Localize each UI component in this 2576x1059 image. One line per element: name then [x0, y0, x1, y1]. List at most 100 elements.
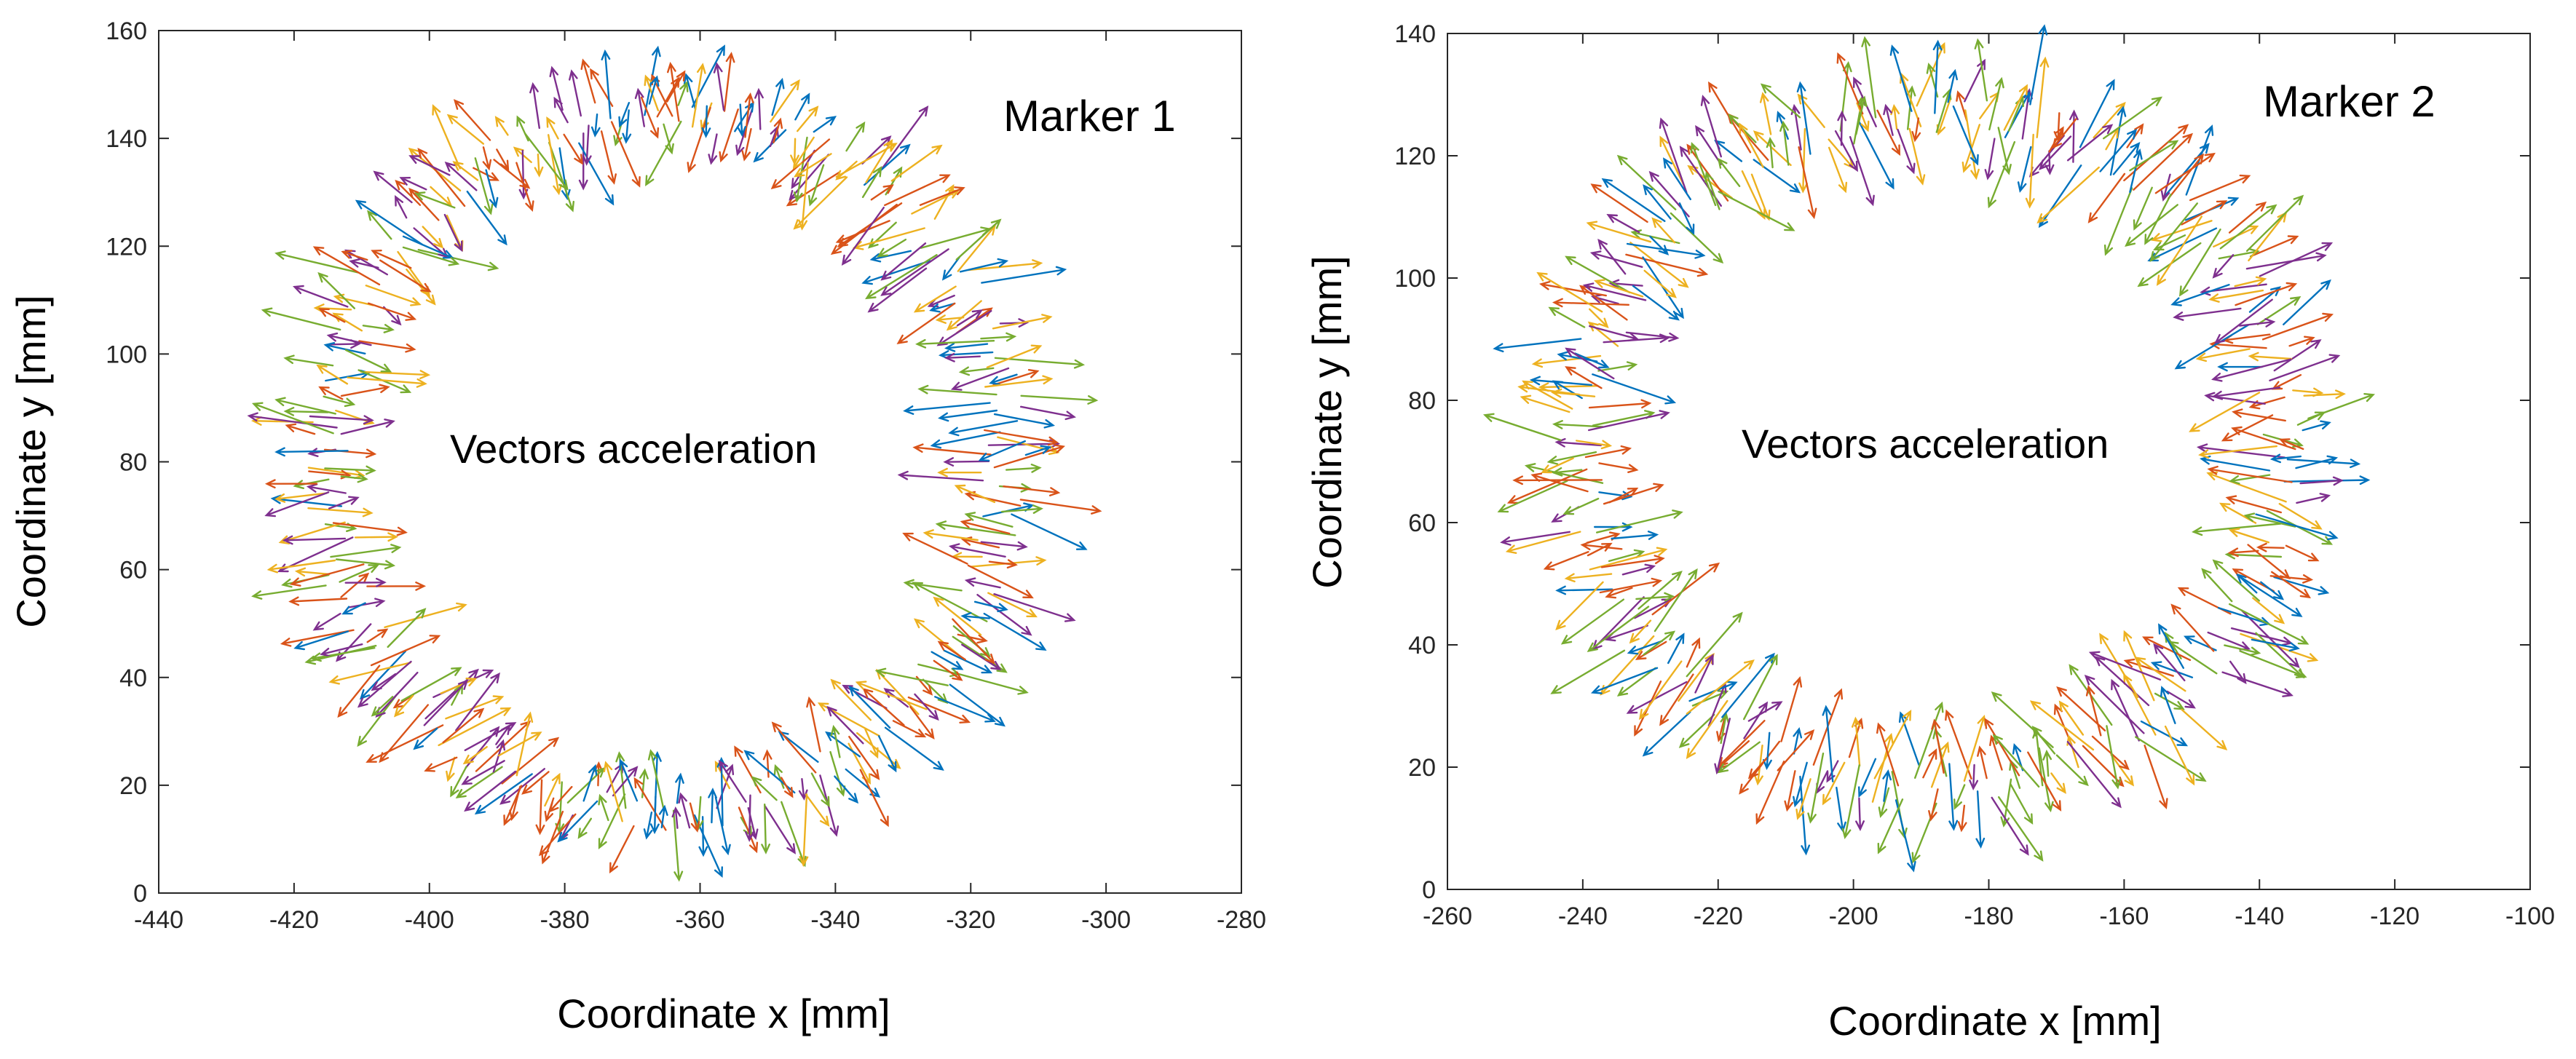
acceleration-vector — [1766, 136, 1776, 169]
acceleration-vector — [896, 302, 956, 344]
acceleration-vector — [810, 772, 830, 808]
acceleration-vector — [317, 271, 355, 309]
acceleration-vector — [884, 726, 944, 771]
acceleration-vector — [494, 116, 509, 136]
acceleration-vector — [2201, 568, 2233, 603]
acceleration-vector — [2232, 408, 2286, 422]
acceleration-vector — [362, 324, 395, 333]
acceleration-vector — [944, 342, 989, 352]
acceleration-vector — [1020, 394, 1099, 405]
acceleration-vector — [2170, 603, 2215, 652]
acceleration-vector — [935, 314, 965, 324]
acceleration-vector — [332, 312, 363, 332]
acceleration-vector — [371, 696, 394, 717]
acceleration-vector — [558, 147, 571, 201]
y-tick-label: 60 — [119, 557, 147, 584]
acceleration-vector — [1882, 769, 1892, 802]
vectors-annotation: Vectors acceleration — [450, 426, 817, 472]
acceleration-vector — [1739, 122, 1764, 168]
chart-marker-1: -440 -420 -400 -380 -360 -340 -320 -300 -280 0 20… — [8, 17, 1266, 1036]
acceleration-vector — [861, 166, 882, 199]
acceleration-vector — [643, 812, 653, 840]
acceleration-vector — [2245, 252, 2327, 270]
acceleration-vector — [2150, 220, 2213, 242]
acceleration-vector — [634, 87, 645, 127]
acceleration-vector — [1686, 659, 1755, 715]
acceleration-vector — [633, 777, 667, 831]
acceleration-vector — [2224, 644, 2261, 657]
acceleration-vector — [2044, 150, 2055, 175]
acceleration-vector — [1795, 778, 1812, 820]
acceleration-vector — [347, 376, 427, 388]
acceleration-vector — [1780, 676, 1803, 742]
acceleration-vector — [922, 678, 949, 705]
acceleration-vector — [1589, 325, 1640, 342]
y-tick-label: 20 — [1408, 754, 1436, 782]
acceleration-vector — [988, 559, 1018, 569]
acceleration-vector — [764, 804, 796, 854]
acceleration-vector — [553, 96, 569, 124]
acceleration-vector — [1588, 399, 1652, 409]
acceleration-vector — [984, 375, 1054, 388]
acceleration-vector — [2228, 528, 2269, 544]
acceleration-vector — [917, 384, 997, 396]
acceleration-vector — [1852, 716, 1861, 767]
acceleration-vector — [987, 592, 1038, 618]
acceleration-vector — [978, 440, 1026, 461]
acceleration-vector — [582, 124, 592, 166]
acceleration-vector — [1555, 581, 1604, 631]
acceleration-vector — [2029, 24, 2048, 106]
acceleration-vector — [1520, 394, 1571, 413]
acceleration-vector — [1760, 83, 1801, 119]
acceleration-vector — [834, 775, 859, 804]
acceleration-vector — [1984, 718, 2020, 777]
acceleration-vector — [952, 618, 995, 665]
acceleration-vector — [2235, 282, 2298, 306]
acceleration-vector — [771, 721, 817, 774]
acceleration-vector — [1552, 298, 1629, 308]
acceleration-vector — [582, 763, 598, 802]
acceleration-vector — [2219, 204, 2277, 250]
acceleration-vector — [829, 750, 846, 797]
acceleration-vector — [790, 138, 799, 166]
acceleration-vector — [1953, 784, 1966, 810]
acceleration-vector — [1651, 217, 1676, 244]
acceleration-vector — [948, 543, 1006, 558]
acceleration-vector — [566, 766, 606, 804]
acceleration-vector — [569, 69, 582, 117]
acceleration-vector — [1608, 549, 1645, 563]
acceleration-vector — [393, 694, 414, 718]
acceleration-vector — [2025, 133, 2035, 209]
acceleration-vector — [2204, 392, 2266, 405]
acceleration-vector — [1627, 640, 1663, 655]
acceleration-vector — [1531, 354, 1602, 368]
acceleration-vector — [610, 121, 641, 188]
acceleration-vector — [1611, 531, 1659, 540]
y-tick-label: 100 — [1394, 265, 1436, 293]
acceleration-vector — [2229, 474, 2271, 485]
acceleration-vector — [413, 227, 449, 258]
acceleration-vector — [2278, 438, 2304, 451]
acceleration-vector — [737, 103, 746, 138]
acceleration-vector — [1856, 102, 1870, 132]
acceleration-vector — [2103, 187, 2133, 256]
acceleration-vector — [600, 130, 617, 185]
acceleration-vector — [1877, 798, 1904, 854]
acceleration-vector — [880, 242, 927, 281]
acceleration-vector — [1834, 130, 1858, 172]
x-tick-label: -440 — [134, 906, 183, 934]
acceleration-vector — [2036, 166, 2100, 224]
acceleration-vector — [919, 186, 965, 206]
acceleration-vector — [1629, 619, 1652, 644]
acceleration-vector — [2142, 636, 2192, 662]
acceleration-vector — [283, 354, 334, 367]
acceleration-vector — [1643, 184, 1672, 220]
acceleration-vector — [2027, 751, 2062, 812]
acceleration-vector — [2154, 152, 2216, 194]
acceleration-vector — [980, 541, 1028, 551]
acceleration-vector — [933, 596, 982, 636]
acceleration-vector — [967, 564, 1034, 599]
acceleration-vector — [482, 146, 492, 171]
acceleration-vector — [264, 491, 330, 517]
acceleration-vector — [1582, 282, 1647, 301]
